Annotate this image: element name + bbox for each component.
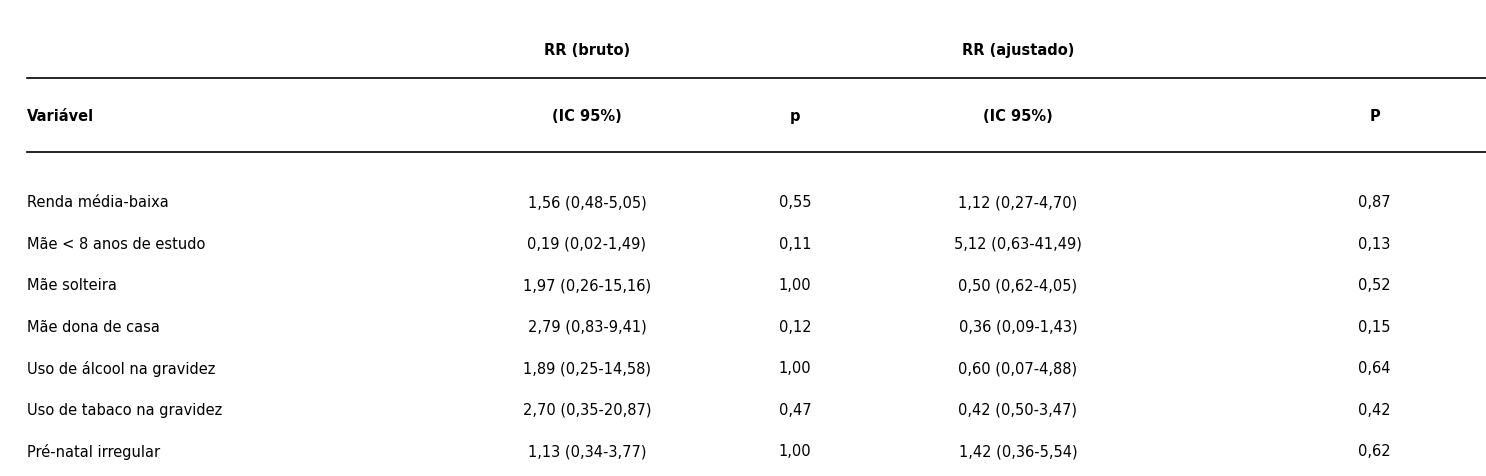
Text: 1,00: 1,00: [779, 360, 811, 376]
Text: 0,87: 0,87: [1358, 195, 1391, 210]
Text: (IC 95%): (IC 95%): [553, 109, 621, 124]
Text: 0,19 (0,02-1,49): 0,19 (0,02-1,49): [528, 236, 646, 251]
Text: 0,47: 0,47: [779, 402, 811, 417]
Text: 0,36 (0,09-1,43): 0,36 (0,09-1,43): [958, 319, 1077, 334]
Text: 1,13 (0,34-3,77): 1,13 (0,34-3,77): [528, 443, 646, 458]
Text: 0,42: 0,42: [1358, 402, 1391, 417]
Text: 1,89 (0,25-14,58): 1,89 (0,25-14,58): [523, 360, 651, 376]
Text: p: p: [789, 109, 801, 124]
Text: P: P: [1369, 109, 1380, 124]
Text: Pré-natal irregular: Pré-natal irregular: [27, 443, 160, 459]
Text: 0,60 (0,07-4,88): 0,60 (0,07-4,88): [958, 360, 1077, 376]
Text: RR (ajustado): RR (ajustado): [961, 42, 1074, 58]
Text: Mãe < 8 anos de estudo: Mãe < 8 anos de estudo: [27, 236, 205, 251]
Text: 0,55: 0,55: [779, 195, 811, 210]
Text: 1,42 (0,36-5,54): 1,42 (0,36-5,54): [958, 443, 1077, 458]
Text: 2,79 (0,83-9,41): 2,79 (0,83-9,41): [528, 319, 646, 334]
Text: 0,11: 0,11: [779, 236, 811, 251]
Text: Uso de álcool na gravidez: Uso de álcool na gravidez: [27, 360, 215, 376]
Text: 0,12: 0,12: [779, 319, 811, 334]
Text: 0,62: 0,62: [1358, 443, 1391, 458]
Text: 1,00: 1,00: [779, 443, 811, 458]
Text: 5,12 (0,63-41,49): 5,12 (0,63-41,49): [954, 236, 1082, 251]
Text: 0,13: 0,13: [1358, 236, 1391, 251]
Text: 2,70 (0,35-20,87): 2,70 (0,35-20,87): [523, 402, 651, 417]
Text: 0,50 (0,62-4,05): 0,50 (0,62-4,05): [958, 278, 1077, 293]
Text: Variável: Variável: [27, 109, 94, 124]
Text: 0,42 (0,50-3,47): 0,42 (0,50-3,47): [958, 402, 1077, 417]
Text: Mãe dona de casa: Mãe dona de casa: [27, 319, 159, 334]
Text: 1,56 (0,48-5,05): 1,56 (0,48-5,05): [528, 195, 646, 210]
Text: Uso de tabaco na gravidez: Uso de tabaco na gravidez: [27, 402, 221, 417]
Text: (IC 95%): (IC 95%): [984, 109, 1052, 124]
Text: 1,97 (0,26-15,16): 1,97 (0,26-15,16): [523, 278, 651, 293]
Text: 1,00: 1,00: [779, 278, 811, 293]
Text: Mãe solteira: Mãe solteira: [27, 278, 116, 293]
Text: RR (bruto): RR (bruto): [544, 42, 630, 58]
Text: 1,12 (0,27-4,70): 1,12 (0,27-4,70): [958, 195, 1077, 210]
Text: Renda média-baixa: Renda média-baixa: [27, 195, 168, 210]
Text: 0,15: 0,15: [1358, 319, 1391, 334]
Text: 0,52: 0,52: [1358, 278, 1391, 293]
Text: 0,64: 0,64: [1358, 360, 1391, 376]
